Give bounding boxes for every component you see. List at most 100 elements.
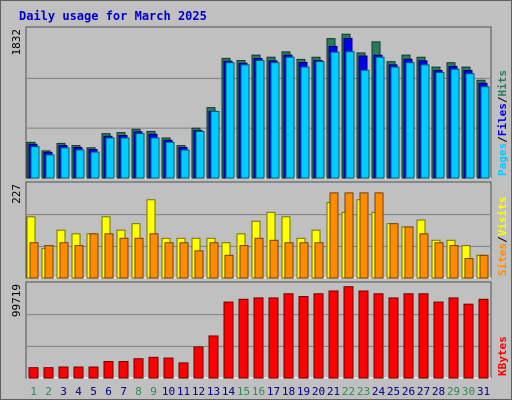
bar-kbytes-day-18 <box>283 293 294 379</box>
x-tick-label-day-4: 4 <box>75 385 82 398</box>
bar-kbytes-day-16 <box>253 297 264 379</box>
bar-sites-day-31 <box>479 254 489 279</box>
bar-sites-day-6 <box>104 233 114 279</box>
bar-sites-day-19 <box>299 242 309 279</box>
series-sites <box>29 192 489 279</box>
bar-kbytes-day-30 <box>463 303 474 379</box>
bar-kbytes-day-17 <box>268 297 279 379</box>
x-tick-label-day-27: 27 <box>417 385 430 398</box>
graph-title: Daily usage for March 2025 <box>19 9 207 23</box>
legend-separator: / <box>496 96 509 103</box>
bar-pages-day-6 <box>105 137 115 179</box>
bar-sites-day-9 <box>149 233 159 279</box>
x-tick-label-day-12: 12 <box>192 385 205 398</box>
bar-sites-day-15 <box>239 245 249 279</box>
legend-panel-2: Sites/Visits <box>496 197 509 277</box>
bar-sites-day-25 <box>389 223 399 279</box>
bar-sites-day-26 <box>404 226 414 279</box>
bar-pages-day-24 <box>375 56 385 179</box>
bar-pages-day-4 <box>75 149 85 179</box>
bar-kbytes-day-21 <box>328 290 339 379</box>
bar-pages-day-25 <box>390 66 400 179</box>
bar-kbytes-day-19 <box>298 296 309 379</box>
bar-pages-day-14 <box>225 62 235 179</box>
bar-pages-day-12 <box>195 130 205 179</box>
bar-pages-day-5 <box>90 151 100 179</box>
bar-sites-day-2 <box>44 245 54 279</box>
bar-kbytes-day-25 <box>388 297 399 379</box>
bar-kbytes-day-12 <box>193 346 204 379</box>
y-max-label: 227 <box>10 184 23 204</box>
bar-pages-day-27 <box>420 64 430 179</box>
bar-kbytes-day-24 <box>373 293 384 379</box>
x-tick-label-day-10: 10 <box>162 385 175 398</box>
bar-kbytes-day-3 <box>58 366 69 379</box>
bar-kbytes-day-1 <box>28 367 39 379</box>
legend-pages: Pages <box>496 143 509 176</box>
x-tick-label-day-20: 20 <box>312 385 325 398</box>
bar-pages-day-2 <box>45 154 55 179</box>
bar-pages-day-19 <box>300 66 310 179</box>
bar-sites-day-27 <box>419 233 429 279</box>
bar-pages-day-13 <box>210 110 220 179</box>
bar-kbytes-day-23 <box>358 290 369 379</box>
bar-pages-day-8 <box>135 133 145 179</box>
x-tick-label-day-13: 13 <box>207 385 220 398</box>
bar-sites-day-24 <box>374 192 384 279</box>
x-tick-label-day-31: 31 <box>477 385 490 398</box>
panel-2: 227 Sites/Visits <box>10 181 509 279</box>
bar-pages-day-21 <box>330 51 340 179</box>
bar-pages-day-28 <box>435 72 445 179</box>
bar-sites-day-8 <box>134 237 144 279</box>
bar-pages-day-10 <box>165 141 175 179</box>
legend-panel-3: KBytes <box>496 336 509 376</box>
x-tick-label-day-15: 15 <box>237 385 250 398</box>
bar-pages-day-1 <box>30 146 40 179</box>
bar-pages-day-29 <box>450 68 460 179</box>
bar-kbytes-day-11 <box>178 362 189 379</box>
x-tick-label-day-6: 6 <box>105 385 112 398</box>
x-tick-label-day-29: 29 <box>447 385 460 398</box>
x-tick-label-day-30: 30 <box>462 385 475 398</box>
bar-pages-day-17 <box>270 62 280 179</box>
x-tick-label-day-5: 5 <box>90 385 97 398</box>
bar-kbytes-day-2 <box>43 367 54 379</box>
bar-sites-day-20 <box>314 242 324 279</box>
bar-sites-day-18 <box>284 242 294 279</box>
bar-kbytes-day-31 <box>478 298 489 379</box>
x-tick-label-day-25: 25 <box>387 385 400 398</box>
bar-sites-day-22 <box>344 192 354 279</box>
bar-kbytes-day-28 <box>433 301 444 379</box>
x-tick-label-day-2: 2 <box>45 385 52 398</box>
bar-kbytes-day-8 <box>133 358 144 379</box>
x-tick-label-day-9: 9 <box>150 385 157 398</box>
bar-sites-day-17 <box>269 239 279 279</box>
bar-sites-day-1 <box>29 242 39 279</box>
panel-3: 99719 KBytes <box>10 281 509 379</box>
bar-kbytes-day-10 <box>163 357 174 379</box>
x-tick-label-day-22: 22 <box>342 385 355 398</box>
series-kbytes <box>28 286 489 379</box>
bar-sites-day-30 <box>464 258 474 279</box>
bar-kbytes-day-26 <box>403 293 414 379</box>
legend-files: Files <box>496 103 509 136</box>
x-tick-label-day-24: 24 <box>372 385 386 398</box>
bar-kbytes-day-5 <box>88 366 99 379</box>
x-tick-label-day-11: 11 <box>177 385 190 398</box>
x-tick-label-day-26: 26 <box>402 385 415 398</box>
bar-kbytes-day-9 <box>148 356 159 379</box>
legend-separator: / <box>496 236 509 243</box>
y-max-label: 1832 <box>10 29 23 56</box>
bar-kbytes-day-4 <box>73 366 84 379</box>
y-max-label: 99719 <box>10 284 23 317</box>
x-tick-label-day-21: 21 <box>327 385 340 398</box>
bar-kbytes-day-22 <box>343 286 354 379</box>
x-tick-label-day-8: 8 <box>135 385 142 398</box>
bar-kbytes-day-6 <box>103 360 114 379</box>
bar-pages-day-23 <box>360 69 370 179</box>
bar-sites-day-21 <box>329 192 339 279</box>
x-tick-label-day-14: 14 <box>222 385 236 398</box>
legend-text: Sites/Visits <box>496 197 509 277</box>
